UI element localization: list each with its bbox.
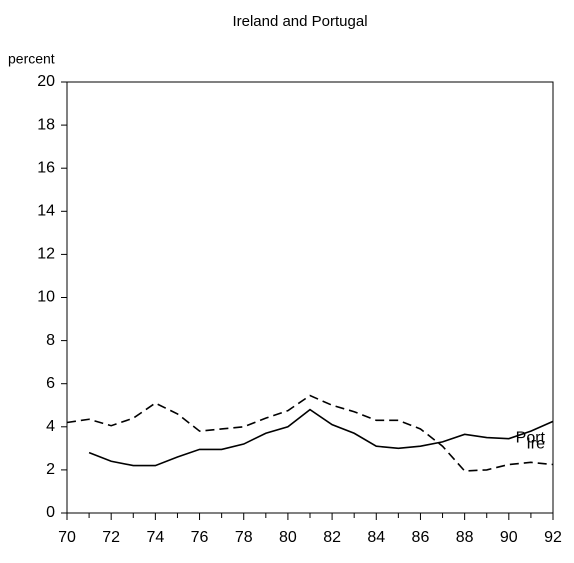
y-axis-label: percent	[8, 51, 55, 67]
y-tick-label: 10	[37, 289, 55, 306]
y-tick-label: 4	[46, 418, 55, 435]
x-tick-label: 88	[456, 529, 474, 546]
x-tick-label: 82	[323, 529, 341, 546]
y-tick-label: 16	[37, 159, 55, 176]
x-tick-label: 70	[58, 529, 76, 546]
y-tick-label: 6	[46, 375, 55, 392]
x-tick-label: 78	[235, 529, 253, 546]
y-tick-label: 8	[46, 332, 55, 349]
x-tick-label: 72	[102, 529, 120, 546]
y-tick-label: 18	[37, 116, 55, 133]
x-tick-label: 84	[367, 529, 385, 546]
x-tick-label: 86	[412, 529, 430, 546]
x-tick-label: 74	[146, 529, 164, 546]
y-tick-label: 0	[46, 504, 55, 521]
x-tick-label: 80	[279, 529, 297, 546]
y-tick-label: 20	[37, 73, 55, 90]
y-tick-label: 2	[46, 461, 55, 478]
x-tick-label: 92	[544, 529, 562, 546]
y-tick-label: 14	[37, 203, 55, 220]
series-line	[66, 394, 554, 472]
series-label: Ire	[526, 436, 545, 453]
chart-title: Ireland and Portugal	[232, 13, 367, 30]
series-label: Port	[516, 430, 546, 447]
x-tick-label: 90	[500, 529, 518, 546]
series-line	[88, 408, 554, 467]
x-tick-label: 76	[191, 529, 209, 546]
y-tick-label: 12	[37, 246, 55, 263]
